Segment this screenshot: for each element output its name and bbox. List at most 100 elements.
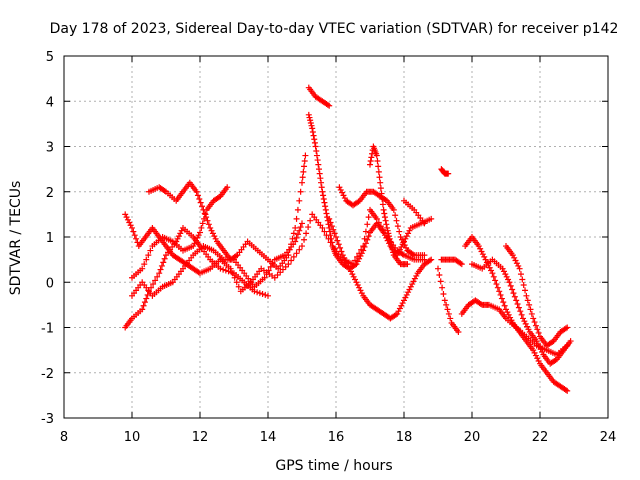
data-point xyxy=(488,267,495,274)
data-point xyxy=(267,263,274,270)
data-point xyxy=(201,215,208,222)
data-point xyxy=(395,249,402,256)
data-point xyxy=(347,268,354,275)
data-point xyxy=(523,292,530,299)
data-point xyxy=(235,283,242,290)
data-point xyxy=(527,306,534,313)
data-point xyxy=(133,235,140,242)
data-point xyxy=(515,262,522,269)
series-track-13 xyxy=(438,256,465,268)
data-point xyxy=(428,215,435,222)
data-point xyxy=(562,386,569,393)
data-point xyxy=(406,227,413,234)
data-point xyxy=(358,290,365,297)
data-point xyxy=(229,270,236,277)
data-point xyxy=(315,161,322,168)
data-point xyxy=(324,101,331,108)
data-point xyxy=(328,239,335,246)
data-point xyxy=(396,246,403,253)
data-point xyxy=(320,192,327,199)
data-point xyxy=(141,299,148,306)
series-track-7 xyxy=(305,84,333,109)
data-point xyxy=(387,238,394,245)
data-point xyxy=(337,186,344,193)
data-point xyxy=(513,260,520,267)
data-point xyxy=(530,347,537,354)
data-point xyxy=(196,195,203,202)
series-track-17 xyxy=(469,256,574,367)
data-point xyxy=(390,249,397,256)
data-point xyxy=(318,179,325,186)
data-point xyxy=(358,250,365,257)
data-point xyxy=(300,168,307,175)
series-track-14 xyxy=(435,265,462,336)
data-point xyxy=(447,315,454,322)
data-point xyxy=(445,310,452,317)
data-point xyxy=(305,111,312,118)
data-point xyxy=(357,287,364,294)
data-point xyxy=(409,281,416,288)
data-point xyxy=(338,248,345,255)
data-point xyxy=(444,306,451,313)
data-point xyxy=(388,241,395,248)
data-point xyxy=(145,252,152,259)
data-point xyxy=(564,324,571,331)
data-point xyxy=(405,230,412,237)
data-point xyxy=(534,355,541,362)
data-point xyxy=(386,235,393,242)
data-point xyxy=(497,291,504,298)
data-point xyxy=(319,224,326,231)
data-point xyxy=(308,122,315,129)
x-tick-label: 20 xyxy=(464,430,481,445)
data-point xyxy=(328,235,335,242)
x-tick-label: 24 xyxy=(600,430,617,445)
data-point xyxy=(535,329,542,336)
data-point xyxy=(361,243,368,250)
data-point xyxy=(177,230,184,237)
data-point xyxy=(157,266,164,273)
data-point xyxy=(139,265,146,272)
data-point xyxy=(318,184,325,191)
data-point xyxy=(343,260,350,267)
data-point xyxy=(426,257,433,264)
data-point xyxy=(302,152,309,159)
series-track-12 xyxy=(438,166,452,177)
data-point xyxy=(174,235,181,242)
data-point xyxy=(477,300,484,307)
data-point xyxy=(256,290,263,297)
data-point xyxy=(443,301,450,308)
data-point xyxy=(355,198,362,205)
series-track-5 xyxy=(129,220,305,299)
data-point xyxy=(271,274,278,281)
y-axis-title: SDTVAR / TECUs xyxy=(8,181,24,296)
data-point xyxy=(141,261,148,268)
data-point xyxy=(193,188,200,195)
series-track-10 xyxy=(326,215,435,322)
data-point xyxy=(455,329,462,336)
data-point xyxy=(534,340,541,347)
data-point xyxy=(504,309,511,316)
data-layer xyxy=(122,84,574,394)
data-point xyxy=(212,235,219,242)
data-point xyxy=(552,357,559,364)
data-point xyxy=(478,248,485,255)
data-point xyxy=(368,154,375,161)
data-point xyxy=(362,240,369,247)
series-track-9 xyxy=(367,143,411,268)
data-point xyxy=(147,247,154,254)
data-point xyxy=(311,139,318,146)
data-point xyxy=(436,272,443,279)
data-point xyxy=(498,295,505,302)
data-point xyxy=(531,319,538,326)
data-point xyxy=(407,283,414,290)
data-point xyxy=(158,262,165,269)
data-point xyxy=(143,256,150,263)
data-point xyxy=(150,281,157,288)
data-point xyxy=(299,179,305,186)
data-point xyxy=(401,242,408,249)
data-point xyxy=(139,306,146,313)
data-point xyxy=(285,261,292,268)
data-point xyxy=(490,273,497,280)
